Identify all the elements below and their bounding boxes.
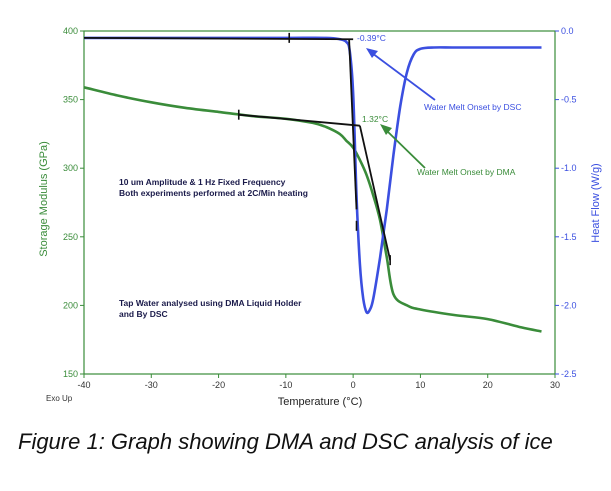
note-frequency: 10 um Amplitude & 1 Hz Fixed Frequency: [119, 177, 286, 187]
note-sample: Tap Water analysed using DMA Liquid Hold…: [119, 298, 302, 308]
y-tick-label: 350: [63, 95, 78, 105]
y2-tick-label: -1.0: [561, 163, 577, 173]
plot-frame: [83, 30, 556, 375]
x-tick-label: 20: [483, 380, 493, 390]
y2-axis-title: Heat Flow (W/g): [590, 163, 602, 242]
dma-onset-label: Water Melt Onset by DMA: [417, 167, 516, 177]
dsc-onset-label: Water Melt Onset by DSC: [424, 102, 521, 112]
dma-onset-value: 1.32°C: [362, 114, 388, 124]
y-tick-label: 400: [63, 26, 78, 36]
dma-storage-modulus-line: [83, 86, 542, 333]
note-heating-rate: Both experiments performed at 2C/Min hea…: [119, 188, 308, 198]
y2-tick-label: 0.0: [561, 26, 574, 36]
onset-tangent-lines: [83, 36, 392, 261]
exo-up-label: Exo Up: [46, 394, 73, 403]
dsc-onset-value: -0.39°C: [357, 33, 386, 43]
dma-callout-arrow: [385, 129, 426, 169]
onset-tangent-line: [83, 36, 354, 41]
note-sample-method: and By DSC: [119, 309, 168, 319]
figure-caption: Figure 1: Graph showing DMA and DSC anal…: [18, 429, 553, 454]
x-tick-label: -10: [279, 380, 292, 390]
x-axis-title: Temperature (°C): [278, 396, 362, 408]
dsc-callout-arrowhead: [366, 48, 378, 58]
y-tick-label: 150: [63, 369, 78, 379]
x-tick-label: -40: [77, 380, 90, 390]
y2-tick-label: -0.5: [561, 95, 577, 105]
dma-callout-arrowhead: [380, 124, 392, 135]
x-tick-label: 10: [415, 380, 425, 390]
y-tick-label: 200: [63, 300, 78, 310]
onset-tangent-line: [358, 125, 392, 261]
y2-tick-label: -1.5: [561, 232, 577, 242]
x-tick-label: -30: [145, 380, 158, 390]
x-tick-label: -20: [212, 380, 225, 390]
series-lines: [83, 36, 542, 333]
y2-tick-label: -2.0: [561, 300, 577, 310]
y-tick-label: 300: [63, 163, 78, 173]
y2-tick-label: -2.5: [561, 369, 577, 379]
axis-ticks: -40 -30 -20 -10 0 10 20 30 150 200 250 300 350 400 -2.…: [63, 26, 577, 390]
dsc-heat-flow-line: [84, 36, 542, 315]
dsc-callout-arrow: [371, 52, 436, 101]
x-tick-label: 30: [550, 380, 560, 390]
y-tick-label: 250: [63, 232, 78, 242]
dma-dsc-chart: -40 -30 -20 -10 0 10 20 30 150 200 250 300 350 400 -2.…: [38, 26, 602, 408]
onset-tangent-line: [238, 113, 360, 127]
plot-border: [83, 30, 556, 375]
tangent-markers: [237, 32, 391, 266]
x-tick-label: 0: [351, 380, 356, 390]
y-axis-title: Storage Modulus (GPa): [38, 141, 50, 257]
